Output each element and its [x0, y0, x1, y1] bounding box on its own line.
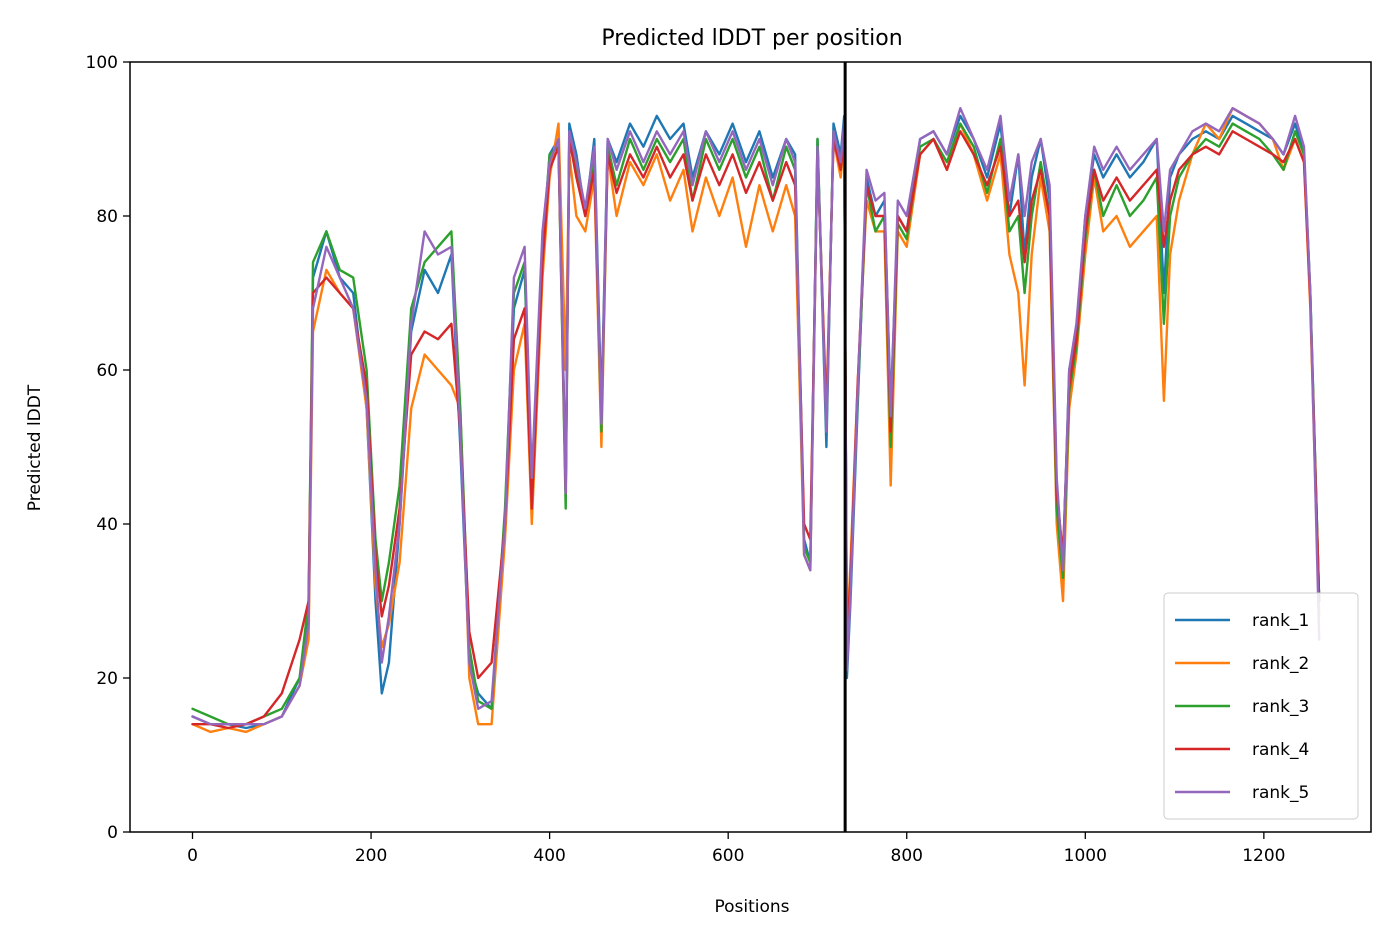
x-tick-label: 1000: [1064, 846, 1107, 866]
y-tick-label: 20: [96, 669, 118, 689]
plot-frame: [129, 61, 1372, 833]
legend-items: rank_1 rank_2 rank_3 rank_4 rank_5: [1175, 611, 1309, 803]
legend-label-rank_5: rank_5: [1252, 783, 1309, 803]
series-line-rank_3: [191, 122, 1321, 726]
x-tick-label: 600: [712, 846, 744, 866]
y-tick-label: 60: [96, 361, 118, 381]
legend-label-rank_3: rank_3: [1252, 697, 1309, 717]
legend-label-rank_4: rank_4: [1252, 740, 1309, 760]
y-tick-label: 80: [96, 207, 118, 227]
legend-box: [1163, 592, 1359, 820]
series-line-rank_2: [191, 107, 1321, 734]
series-line-rank_5: [191, 107, 1321, 726]
legend-label-rank_2: rank_2: [1252, 654, 1309, 674]
x-tick-label: 400: [533, 846, 565, 866]
series-line-rank_4: [191, 130, 1321, 730]
x-tick-label: 200: [355, 846, 387, 866]
chart-title: Predicted lDDT per position: [601, 26, 902, 51]
series-layer: [191, 107, 1321, 734]
y-tick-label: 40: [96, 515, 118, 535]
series-line-rank_1: [191, 114, 1321, 730]
legend: rank_1 rank_2 rank_3 rank_4 rank_5: [1163, 592, 1359, 820]
x-tick-label: 0: [187, 846, 198, 866]
x-axis-label: Positions: [714, 897, 789, 917]
x-tick-label: 1200: [1242, 846, 1285, 866]
y-axis-label: Predicted lDDT: [25, 384, 45, 511]
x-tick-label: 800: [891, 846, 923, 866]
y-tick-label: 100: [86, 53, 118, 73]
legend-label-rank_1: rank_1: [1252, 611, 1309, 631]
x-axis-ticks: 0 200 400 600 800 1000 1200: [187, 832, 1285, 866]
y-tick-label: 0: [107, 823, 118, 843]
y-axis-ticks: 0 20 40 60 80 100: [86, 53, 130, 843]
